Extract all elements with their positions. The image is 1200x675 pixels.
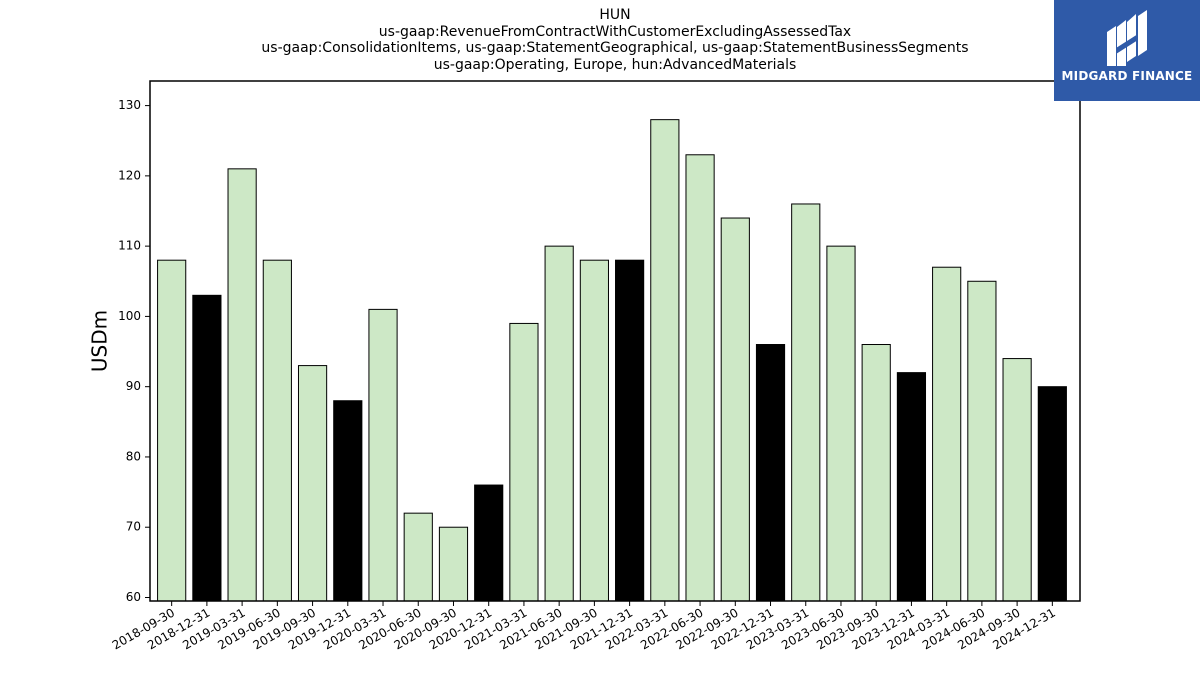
y-tick-label: 60 [126, 590, 141, 604]
y-tick-label: 110 [118, 239, 141, 253]
y-axis-label: USDm [88, 310, 112, 372]
bar-2023-12-31 [896, 372, 927, 602]
bar-2021-03-31 [509, 322, 539, 602]
bar-2023-03-31 [791, 203, 821, 602]
chart-title-line-4: us-gaap:Operating, Europe, hun:AdvancedM… [433, 56, 797, 73]
bar-2019-12-31 [333, 400, 363, 602]
bar-2024-09-30 [1002, 358, 1032, 602]
bar-2021-09-30 [579, 259, 609, 602]
y-tick-label: 80 [126, 449, 141, 463]
bar-2020-03-31 [368, 308, 398, 602]
bar-2018-09-30 [157, 259, 187, 602]
bar-2024-06-30 [967, 280, 997, 602]
bar-2022-06-30 [685, 154, 715, 602]
bar-2020-09-30 [438, 526, 469, 602]
chart-title: HUN us-gaap:RevenueFromContractWithCusto… [150, 7, 1080, 73]
bar-2024-12-31 [1037, 386, 1067, 602]
x-axis-ticks: 2018-09-302018-12-312019-03-312019-06-30… [110, 601, 1058, 652]
midgard-finance-logo: MIDGARD FINANCE [1054, 0, 1200, 101]
bar-2023-09-30 [861, 344, 891, 602]
bar-2023-06-30 [826, 245, 856, 602]
chart-title-line-2: us-gaap:RevenueFromContractWithCustomerE… [378, 23, 852, 40]
bar-2019-03-31 [227, 168, 257, 602]
bar-series [157, 119, 1067, 602]
bar-2019-06-30 [262, 259, 292, 602]
bar-2020-12-31 [474, 484, 504, 602]
bar-2020-06-30 [403, 512, 433, 602]
bar-2018-12-31 [192, 294, 222, 602]
bar-2022-12-31 [755, 344, 786, 602]
chart-title-line-3: us-gaap:ConsolidationItems, us-gaap:Stat… [261, 40, 969, 56]
bar-2024-03-31 [932, 266, 962, 602]
plot-frame [149, 80, 1081, 602]
bar-2021-06-30 [544, 245, 574, 602]
bar-2021-12-31 [615, 259, 645, 602]
y-tick-label: 90 [126, 379, 141, 393]
y-tick-label: 130 [118, 98, 141, 112]
y-tick-label: 120 [118, 168, 141, 182]
logo-text: MIDGARD FINANCE [1061, 69, 1193, 83]
bar-2022-09-30 [720, 217, 750, 602]
chart-title-line-1: HUN [599, 7, 631, 23]
y-tick-label: 100 [118, 309, 141, 323]
y-tick-label: 70 [126, 520, 141, 534]
y-axis-ticks: 60 70 80 90 100 110 120 130 [118, 98, 150, 604]
bar-2019-09-30 [297, 365, 328, 602]
bar-2022-03-31 [650, 119, 680, 602]
midgard-logo-icon [1107, 10, 1147, 66]
